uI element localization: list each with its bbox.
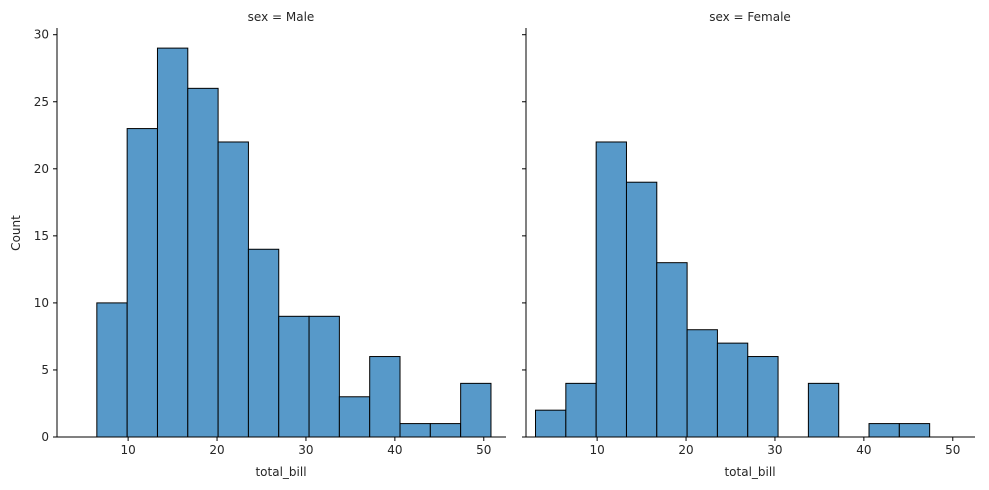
y-ticks: 0 5 10 15 20 25 30: [34, 28, 57, 444]
y-tick-label: 5: [41, 363, 49, 377]
histogram-bar: [96, 302, 128, 438]
x-axis-label: total_bill: [724, 465, 775, 479]
histogram-bar: [595, 141, 627, 438]
panel-title: sex = Female: [709, 10, 791, 24]
bar-group: [66, 47, 492, 438]
x-tick-label: 50: [945, 443, 960, 457]
histogram-bar: [399, 423, 431, 438]
x-tick-label: 20: [209, 443, 224, 457]
histogram-bar: [217, 141, 249, 438]
histogram-bar: [429, 423, 462, 438]
x-ticks: 10 20 30 40 50: [120, 437, 491, 457]
histogram-bar: [868, 423, 900, 438]
x-tick-label: 30: [767, 443, 782, 457]
x-tick-label: 10: [120, 443, 135, 457]
histogram-bar: [747, 356, 779, 438]
histogram-bar: [807, 382, 840, 438]
y-ticks: [522, 34, 526, 438]
histogram-bar: [308, 315, 340, 438]
x-ticks: 10 20 30 40 50: [589, 437, 960, 457]
x-tick-label: 40: [387, 443, 402, 457]
y-tick-label: 30: [34, 28, 49, 42]
x-tick-label: 20: [678, 443, 693, 457]
facet-female: sex = Female 10 20 30 40 50 total_bill: [522, 10, 975, 479]
histogram-bar: [278, 315, 310, 438]
histogram-bar: [369, 356, 401, 438]
bar-group: [535, 141, 960, 438]
x-tick-label: 50: [476, 443, 491, 457]
panel-title: sex = Male: [248, 10, 315, 24]
histogram-bar: [156, 47, 189, 438]
x-tick-label: 10: [589, 443, 604, 457]
y-tick-label: 15: [34, 229, 49, 243]
x-tick-label: 40: [856, 443, 871, 457]
y-axis-label: Count: [9, 215, 23, 251]
histogram-bar: [126, 128, 158, 438]
y-tick-label: 25: [34, 95, 49, 109]
y-tick-label: 0: [41, 430, 49, 444]
histogram-bar: [535, 409, 567, 438]
histogram-bar: [716, 342, 749, 438]
facet-male: sex = Male 10 20 30 40 50 0 5 10 15 20 25 30 total…: [9, 10, 506, 479]
histogram-bar: [625, 181, 658, 438]
histogram-bar: [187, 87, 219, 438]
x-axis-label: total_bill: [255, 465, 306, 479]
histogram-bar: [460, 382, 492, 438]
histogram-bar: [338, 396, 371, 438]
histogram-bar: [686, 329, 718, 438]
histogram-bar: [898, 423, 931, 438]
histogram-bar: [247, 248, 280, 438]
histogram-bar: [656, 262, 688, 438]
y-tick-label: 10: [34, 296, 49, 310]
y-tick-label: 20: [34, 162, 49, 176]
histogram-bar: [565, 382, 597, 438]
x-tick-label: 30: [298, 443, 313, 457]
